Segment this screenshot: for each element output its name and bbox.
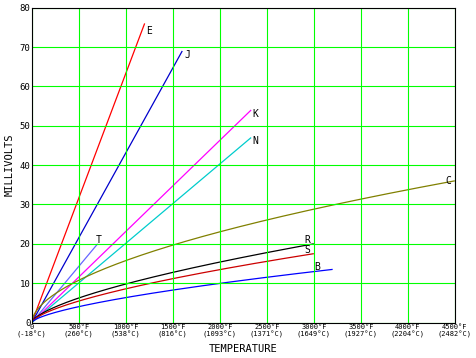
Y-axis label: MILLIVOLTS: MILLIVOLTS bbox=[4, 134, 14, 196]
Text: S: S bbox=[305, 245, 310, 255]
Text: B: B bbox=[314, 262, 320, 272]
X-axis label: TEMPERATURE: TEMPERATURE bbox=[209, 344, 278, 354]
Text: E: E bbox=[146, 26, 152, 36]
Text: T: T bbox=[96, 235, 102, 245]
Text: J: J bbox=[184, 50, 190, 60]
Text: R: R bbox=[305, 235, 310, 245]
Text: K: K bbox=[253, 109, 258, 119]
Text: C: C bbox=[446, 176, 451, 186]
Text: N: N bbox=[253, 136, 258, 146]
